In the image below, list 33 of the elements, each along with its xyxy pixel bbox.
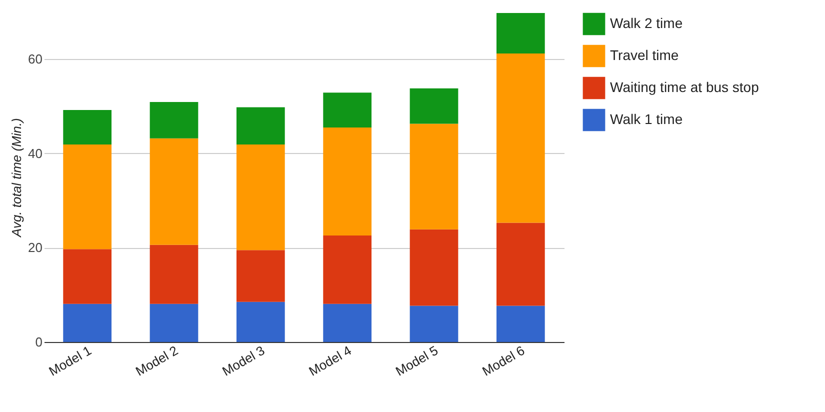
bar	[236, 144, 285, 250]
legend-label: Walk 2 time	[610, 15, 683, 31]
bar	[150, 102, 198, 138]
bar	[63, 110, 112, 144]
bar	[63, 249, 112, 304]
bar	[496, 306, 545, 342]
bar	[150, 138, 198, 245]
bar	[236, 302, 285, 342]
legend-label: Waiting time at bus stop	[610, 79, 760, 95]
bar	[236, 107, 285, 144]
bar	[150, 244, 198, 304]
y-axis-title: Avg. total time (Min.)	[9, 118, 24, 238]
bar	[410, 88, 458, 124]
bar	[236, 250, 285, 302]
y-tick-label: 20	[28, 240, 42, 256]
bar	[323, 128, 372, 236]
bar	[410, 124, 458, 230]
bar	[150, 304, 198, 342]
bar	[63, 144, 112, 250]
y-tick-label: 60	[28, 52, 42, 67]
y-tick-label: 0	[35, 334, 42, 350]
bar	[496, 53, 545, 223]
y-tick-label: 40	[28, 146, 42, 161]
legend-label: Travel time	[610, 47, 679, 63]
bar	[410, 306, 458, 342]
bar	[323, 92, 372, 128]
legend-label: Walk 1 time	[610, 111, 683, 127]
bar	[496, 222, 545, 306]
bar	[63, 304, 112, 342]
bar	[323, 235, 372, 304]
bar	[410, 229, 458, 306]
bar	[323, 304, 372, 342]
bar	[496, 12, 545, 54]
